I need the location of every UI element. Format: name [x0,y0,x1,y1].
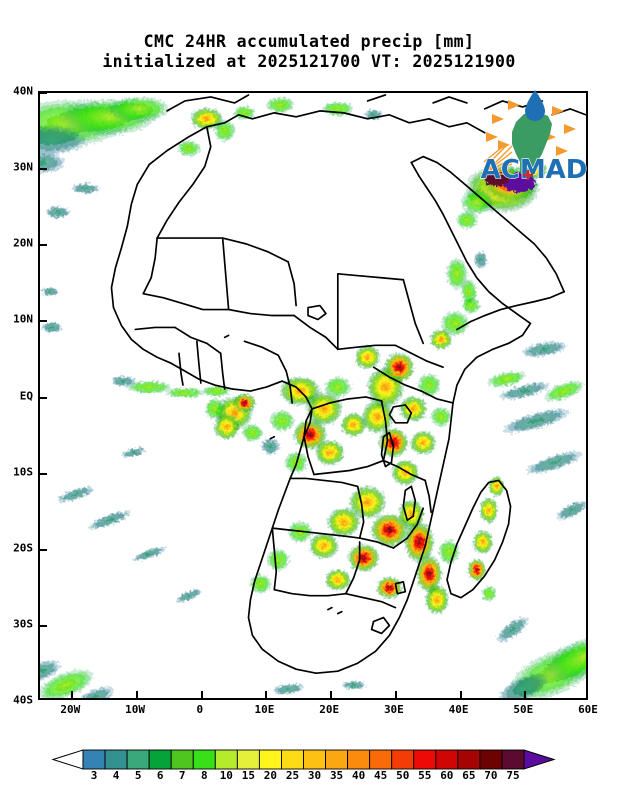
y-axis-label: 20N [13,236,33,250]
x-axis-tick [524,691,527,698]
y-axis-tick [40,168,47,171]
colorbar-tick-label: 15 [241,769,255,782]
country-borders [110,94,586,675]
x-axis-tick [330,691,333,698]
colorbar-tick-label: 3 [90,769,98,782]
colorbar-swatches [51,749,556,770]
colorbar-under-arrow [51,749,84,770]
y-axis-label: 30S [13,617,33,631]
y-axis-label: 40N [13,84,33,98]
y-axis-tick [40,624,47,627]
colorbar-swatch [148,749,172,770]
colorbar-swatch [501,749,525,770]
colorbar-tick-label: 10 [219,769,233,782]
title-line-2: initialized at 2025121700 VT: 2025121900 [102,52,516,72]
x-axis-label: 10E [254,703,275,716]
x-axis-tick [459,691,462,698]
x-axis-label: 30E [383,703,404,716]
y-axis-tick [40,93,47,94]
precipitation-map [40,93,586,698]
colorbar-swatch [369,749,393,770]
colorbar-tick-label: 70 [484,769,498,782]
x-axis-label: 0 [196,703,204,716]
y-axis-tick [40,396,47,399]
y-axis-tick [40,548,47,551]
colorbar-swatch [170,749,194,770]
colorbar-swatch [281,749,304,770]
chart-title: CMC 24HR accumulated precip [mm] initial… [0,32,618,72]
colorbar-swatch [347,749,371,770]
colorbar-swatch [325,749,349,770]
colorbar-swatch [214,749,238,770]
y-axis-label: 40S [13,693,33,707]
x-axis-label: 60E [578,703,598,716]
colorbar-tick-label: 75 [506,769,520,782]
x-axis-label: 50E [513,703,534,716]
colorbar-swatch [258,749,282,770]
x-axis-tick [71,691,74,698]
colorbar-tick-label: 20 [263,769,278,782]
colorbar-tick-label: 55 [418,769,432,782]
colorbar-tick-label: 40 [352,769,366,782]
colorbar-swatch [82,749,106,770]
colorbar-over-arrow [523,749,556,770]
colorbar-swatch [126,749,150,770]
x-axis-label: 20E [319,703,340,716]
y-axis-tick [40,320,47,323]
colorbar: 3 4 5 6 7 8 10 15 20 25 30 35 40 45 50 55 60 65 70 75 [0,748,618,794]
colorbar-tick-label: 30 [307,769,322,782]
y-axis-label: 10N [13,312,33,326]
colorbar-swatch [236,749,260,770]
x-axis-tick [394,691,397,698]
colorbar-tick-label: 65 [462,769,476,782]
colorbar-tick-label: 6 [156,769,164,782]
y-axis-tick [40,472,47,475]
colorbar-tick-label: 8 [200,769,208,782]
y-axis-label: 20S [13,541,33,555]
y-axis-label: EQ [19,389,33,402]
y-axis-label: 30N [13,160,33,174]
colorbar-swatch [192,749,216,770]
colorbar-swatch [457,749,481,770]
colorbar-swatch [391,749,415,770]
colorbar-tick-label: 35 [329,769,344,782]
x-axis-tick [200,691,203,698]
colorbar-tick-label: 50 [396,769,410,782]
x-axis-tick [265,691,268,698]
title-line-1: CMC 24HR accumulated precip [mm] [143,32,475,51]
x-axis-label: 40E [448,703,469,716]
colorbar-swatch [413,749,437,770]
y-axis-tick [40,244,47,247]
x-axis-label: 10W [125,703,145,716]
x-axis-tick [136,691,139,698]
y-axis-label: 10S [13,465,33,479]
colorbar-tick-label: 4 [112,769,120,782]
colorbar-swatch [104,749,128,770]
colorbar-swatch [479,749,503,770]
precip-field [40,94,586,698]
colorbar-tick-label: 60 [440,769,454,782]
x-axis-label: 20W [60,703,81,716]
colorbar-tick-label: 5 [134,769,142,782]
colorbar-tick-label: 7 [178,769,186,782]
colorbar-tick-label: 25 [285,769,300,782]
colorbar-swatch [435,749,459,770]
map-plot-area [38,91,588,700]
colorbar-swatch [303,749,326,770]
colorbar-tick-label: 45 [374,769,388,782]
